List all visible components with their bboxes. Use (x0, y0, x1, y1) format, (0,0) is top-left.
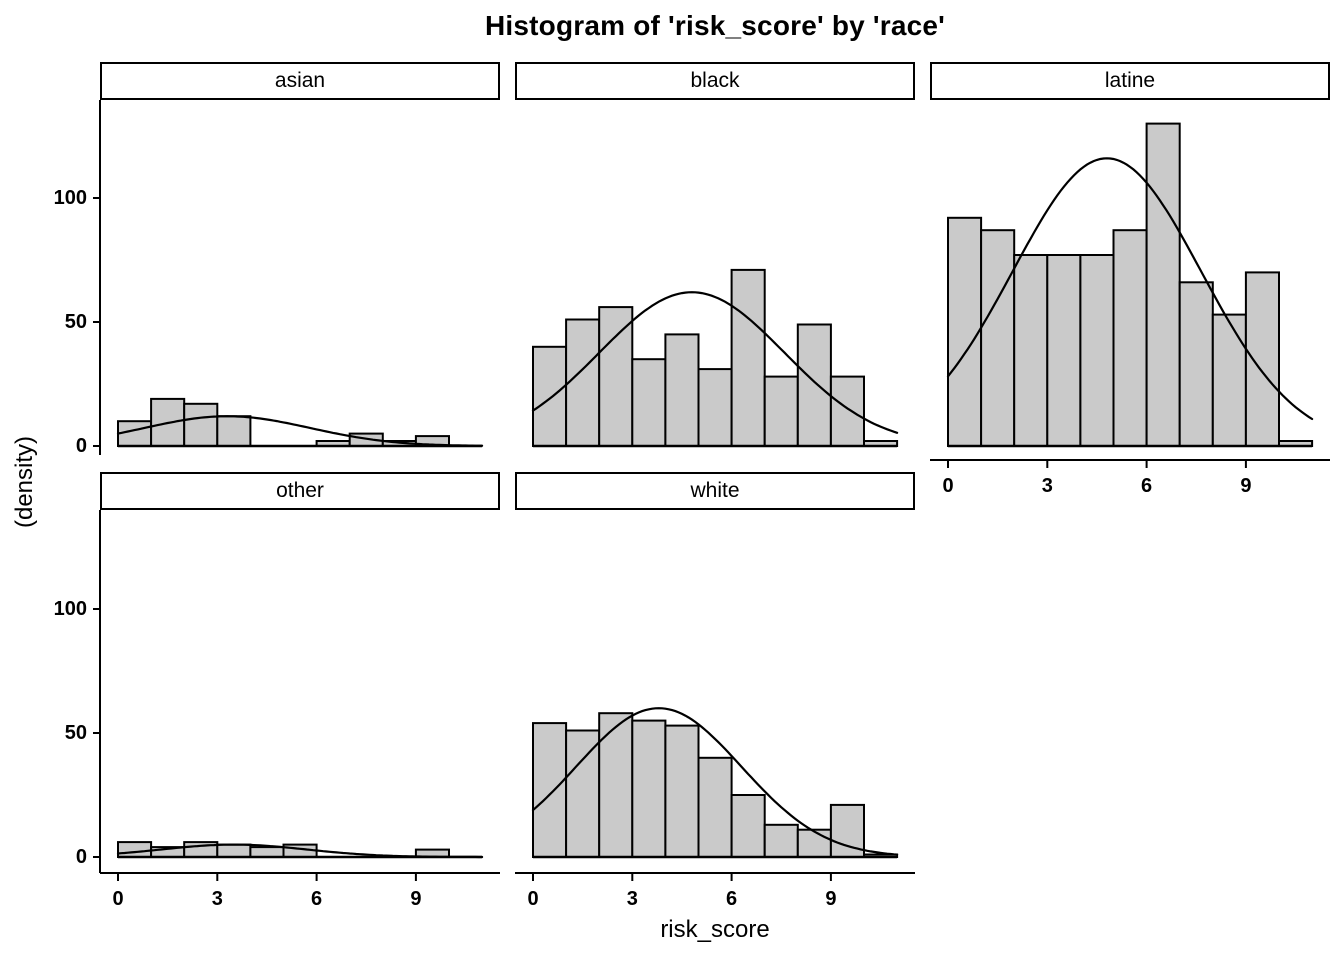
bar-black-bin9 (829, 375, 865, 448)
x-tick-label: 9 (825, 888, 836, 910)
bar-black-bin8 (796, 323, 832, 447)
bar-asian-bin3 (216, 415, 252, 448)
density-curve-other (116, 843, 484, 859)
bar-black-bin5 (697, 368, 733, 448)
x-axis-latine: 0 3 6 9 (930, 459, 1330, 497)
x-tick-label: 0 (942, 475, 953, 497)
facet-strip-black: black (515, 62, 915, 100)
density-curve-latine (946, 157, 1314, 421)
y-tick-label: 0 (76, 846, 87, 868)
facet-label: other (276, 479, 324, 502)
facet-panel-asian (116, 397, 484, 448)
x-tick-label: 3 (212, 888, 223, 910)
density-curve-white (531, 707, 899, 856)
bar-black-bin3 (631, 358, 667, 448)
x-axis-title: risk_score (660, 916, 770, 943)
y-tick-label: 100 (54, 187, 87, 209)
facet-panel-latine (946, 122, 1314, 448)
bar-other-bin3 (216, 843, 252, 859)
bar-latine-bin1 (980, 229, 1016, 447)
bar-white-bin5 (697, 756, 733, 858)
bar-white-bin7 (763, 823, 799, 858)
x-tick-label: 6 (1141, 475, 1152, 497)
bar-black-bin1 (565, 318, 601, 447)
y-tick-label: 50 (65, 311, 87, 333)
x-tick-label: 0 (112, 888, 123, 910)
facet-panel-black (531, 268, 899, 448)
x-tick-label: 9 (1240, 475, 1251, 497)
bar-latine-bin6 (1145, 122, 1181, 447)
bar-latine-bin4 (1079, 254, 1115, 447)
facet-label: black (690, 69, 740, 92)
facet-panel-other (116, 841, 484, 859)
facet-strip-asian: asian (100, 62, 500, 100)
y-tick-label: 50 (65, 722, 87, 744)
bar-black-bin7 (763, 375, 799, 448)
facet-strip-other: other (100, 472, 500, 510)
x-tick-label: 9 (410, 888, 421, 910)
bar-latine-bin3 (1046, 254, 1082, 447)
bar-white-bin4 (664, 724, 700, 858)
bar-white-bin3 (631, 719, 667, 858)
facet-label: asian (274, 69, 326, 92)
bar-white-bin8 (796, 828, 832, 859)
x-tick-label: 6 (726, 888, 737, 910)
bar-latine-bin5 (1112, 229, 1148, 447)
y-axis-row-0: 0 50 100 (54, 100, 101, 457)
x-tick-label: 6 (311, 888, 322, 910)
x-tick-label: 3 (1042, 475, 1053, 497)
facet-panel-white (531, 707, 899, 859)
bar-latine-bin7 (1178, 281, 1214, 447)
bar-white-bin6 (730, 794, 766, 858)
x-tick-label: 3 (627, 888, 638, 910)
bar-black-bin2 (598, 306, 634, 447)
bar-white-bin2 (598, 712, 634, 858)
facet-strip-white: white (515, 472, 915, 510)
x-tick-label: 0 (527, 888, 538, 910)
bar-other-bin4 (249, 846, 285, 859)
bar-black-bin4 (664, 333, 700, 447)
bar-black-bin0 (532, 345, 568, 447)
y-tick-label: 100 (54, 598, 87, 620)
facet-strip-latine: latine (930, 62, 1330, 100)
facet-label: white (690, 479, 740, 502)
x-axis-other: 0 3 6 9 (100, 872, 500, 910)
bar-asian-bin2 (183, 402, 219, 447)
bar-other-bin0 (117, 841, 153, 859)
facet-label: latine (1104, 69, 1156, 92)
chart-title: Histogram of 'risk_score' by 'race' (484, 10, 946, 41)
bar-black-bin6 (730, 268, 766, 447)
bar-latine-bin0 (947, 216, 983, 447)
density-curve-black (531, 291, 899, 434)
bar-white-bin1 (565, 729, 601, 858)
bar-latine-bin2 (1013, 254, 1049, 447)
y-axis-row-1: 0 50 100 (54, 510, 101, 873)
x-axis-white: 0 3 6 9 (515, 872, 915, 910)
bar-latine-bin9 (1244, 271, 1280, 447)
bar-latine-bin8 (1211, 313, 1247, 447)
y-tick-label: 0 (76, 435, 87, 457)
density-curve-asian (116, 415, 484, 447)
bar-white-bin0 (532, 722, 568, 858)
